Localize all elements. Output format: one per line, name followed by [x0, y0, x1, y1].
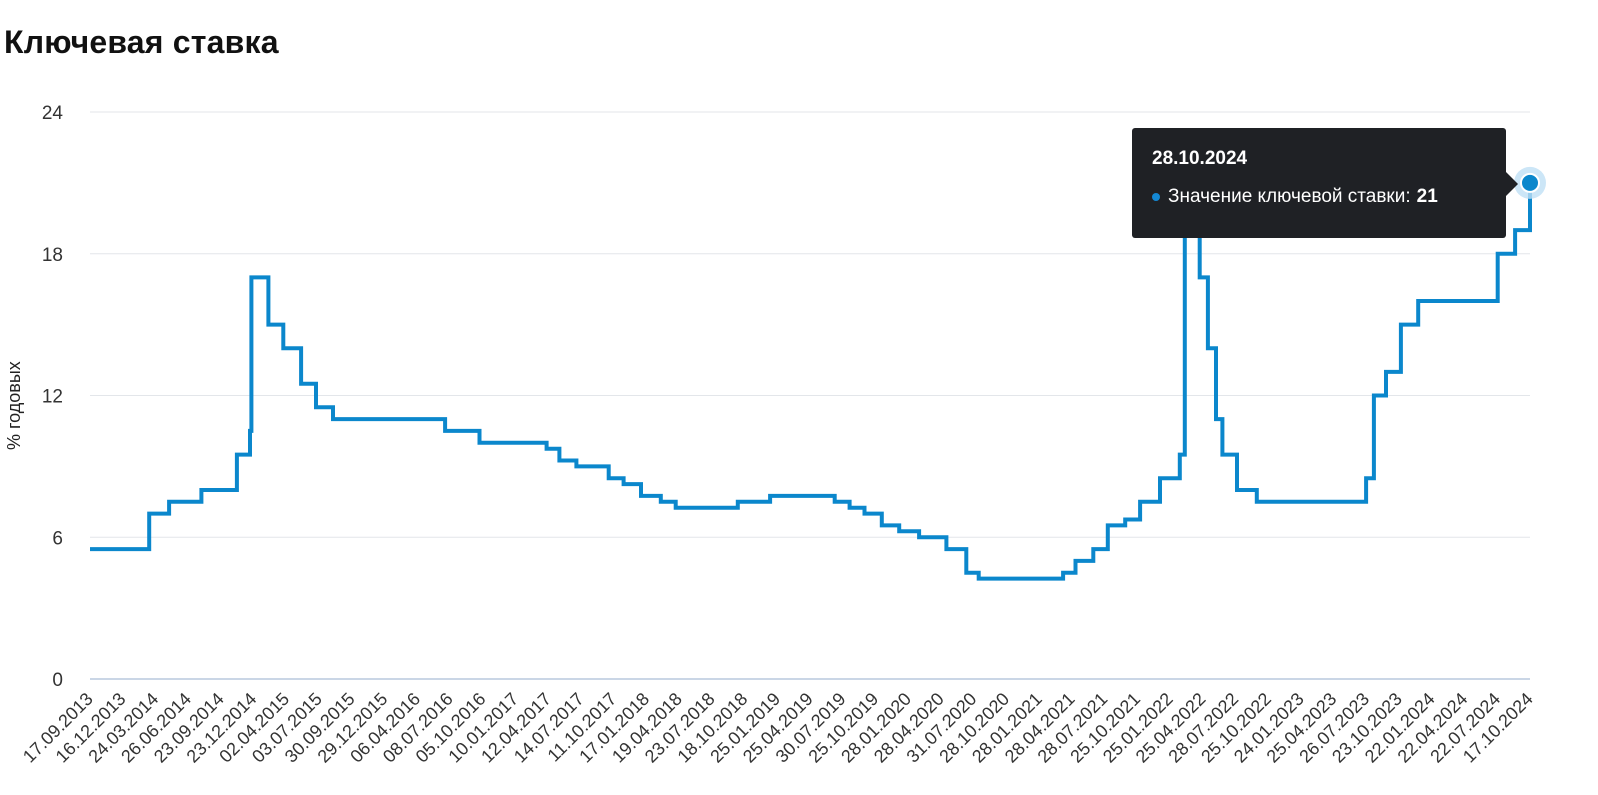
highlight-point[interactable]	[1520, 172, 1540, 193]
chart-title: Ключевая ставка	[4, 24, 279, 60]
grid-lines	[90, 111, 1530, 680]
tooltip: 28.10.2024 Значение ключевой ставки: 21	[1132, 128, 1518, 238]
y-tick-label: 0	[52, 670, 63, 691]
y-tick-label: 18	[42, 245, 63, 266]
y-tick-label: 24	[42, 103, 64, 124]
x-axis-ticks: 17.09.201316.12.201324.03.201426.06.2014…	[19, 689, 1537, 767]
y-tick-label: 6	[52, 528, 63, 549]
y-tick-label: 12	[42, 387, 63, 408]
series-line	[90, 182, 1532, 581]
tooltip-row: Значение ключевой ставки: 21	[1152, 186, 1486, 208]
tooltip-label: Значение ключевой ставки:	[1168, 186, 1411, 207]
tooltip-date: 28.10.2024	[1152, 148, 1248, 169]
tooltip-value: 21	[1416, 186, 1438, 207]
y-axis-ticks: 0 6 12 18 24	[42, 103, 64, 691]
tooltip-series-dot	[1152, 193, 1160, 201]
